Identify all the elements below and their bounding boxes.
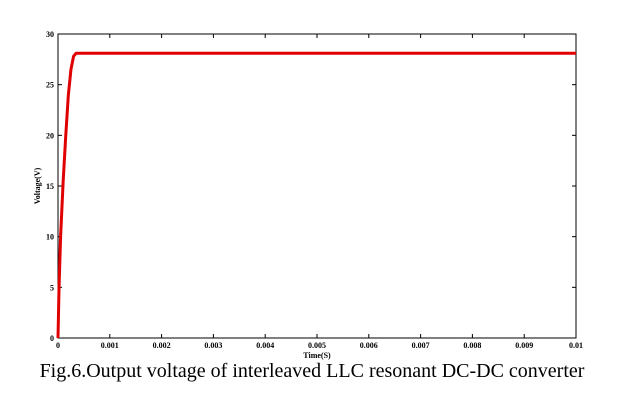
y-tick-label: 20 xyxy=(46,131,54,140)
x-tick-label: 0.007 xyxy=(412,341,430,350)
plot-frame xyxy=(57,33,577,339)
x-tick-label: 0.009 xyxy=(515,341,533,350)
tick-labels: 0 0.001 0.002 0.003 0.004 0.005 0.006 0.007 0.00… xyxy=(46,30,583,350)
voltage-series-line xyxy=(56,51,576,339)
figure-caption: Fig.6.Output voltage of interleaved LLC … xyxy=(39,360,585,382)
x-tick-label: 0.008 xyxy=(463,341,481,350)
x-axis-label: Time(S) xyxy=(303,351,331,360)
y-tick-label: 15 xyxy=(46,182,54,191)
y-tick-label: 5 xyxy=(50,283,54,292)
x-tick-label: 0.006 xyxy=(360,341,378,350)
x-tick-label: 0.003 xyxy=(204,341,222,350)
y-axis-label: Voltage(V) xyxy=(33,167,42,204)
y-tick-label: 30 xyxy=(46,30,54,39)
x-tick-label: 0.005 xyxy=(308,341,326,350)
y-tick-label: 10 xyxy=(46,233,54,242)
y-tick-label: 0 xyxy=(50,334,54,343)
x-tick-label: 0.01 xyxy=(569,341,583,350)
x-tick-label: 0.001 xyxy=(101,341,119,350)
y-tick-label: 25 xyxy=(46,81,54,90)
voltage-chart: 0 0.001 0.002 0.003 0.004 0.005 0.006 0.007 0.00… xyxy=(33,30,583,360)
x-tick-label: 0.002 xyxy=(153,341,171,350)
x-tick-label: 0.004 xyxy=(256,341,274,350)
x-tick-label: 0 xyxy=(56,341,60,350)
